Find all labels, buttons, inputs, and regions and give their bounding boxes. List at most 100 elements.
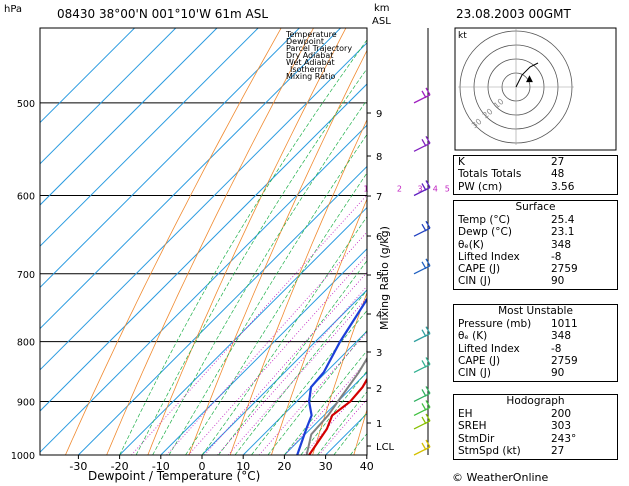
mixing-ratio-axis-label: Mixing Ratio (g/kg) [377,226,391,330]
isotherm-line [78,165,367,455]
legend-wet-adiabat: Wet Adiabat [286,58,335,67]
hodo-row: SREH 303 [454,420,617,432]
x-tick-label: 30 [319,460,333,473]
wet-adiabat-line [218,260,367,455]
mixing-ratio-label: 5 [445,185,450,194]
wind-barb [413,258,431,275]
surface-label: Lifted Index [458,250,520,263]
hodo-label: StmSpd (kt) [458,444,521,457]
wet-adiabat-line [135,68,367,455]
hodo-label: SREH [458,420,487,433]
mu-row: Lifted Index -8 [454,343,617,355]
hodo-label: StmDir [458,432,495,445]
hodograph-kt-label: kt [458,31,467,41]
surface-label: θₑ(K) [458,238,484,251]
storm-motion-marker: ▲ [526,74,533,84]
x-tick-label: 40 [360,460,374,473]
isotherm-line [160,248,367,455]
asl-unit-label: ASL [372,16,391,27]
surface-title: Surface [515,201,556,213]
mixing-ratio-label: 1 [364,185,369,194]
dry-adiabat-line [147,28,347,455]
mu-row: θₑ (K) 348 [454,330,617,342]
mu-label: θₑ (K) [458,330,488,343]
dry-adiabat-line [229,118,367,455]
isotherm-line [40,28,136,124]
legend-parcel: Parcel Trajectory [286,44,353,53]
x-tick-label: 0 [199,460,206,473]
series-dewpoint [296,297,367,455]
mu-value: 2759 [551,354,578,367]
pressure-tick-label: 500 [17,99,35,110]
isotherm-line [40,28,342,330]
dry-adiabat-line [64,28,282,455]
surface-row: Lifted Index -8 [454,251,617,263]
dry-adiabat-line [188,49,367,455]
hodo-row: StmDir 243° [454,433,617,445]
station-info: 08430 38°00'N 001°10'W 61m ASL [57,7,269,21]
x-tick-label: -30 [69,460,87,473]
legend-temperature: Temperature [286,30,337,39]
index-value: 48 [551,168,565,181]
wind-barb [413,87,431,104]
mu-value: -8 [551,342,562,355]
hodo-row: EH 200 [454,408,617,420]
wind-barb [413,386,431,403]
km-tick-label: 1 [376,419,382,430]
km-tick-label: LCL [376,442,395,453]
hodo-value: 27 [551,444,565,457]
pressure-tick-label: 600 [17,192,35,203]
isotherm-line [201,289,367,455]
surface-value: 2759 [551,263,578,276]
wind-barb [413,220,431,237]
dry-adiabat-line [270,198,367,455]
surface-row: θₑ(K) 348 [454,239,617,251]
mu-value: 90 [551,367,565,380]
km-tick-label: 3 [376,348,382,359]
km-tick-label: 8 [376,152,382,163]
hodograph-table: Hodograph EH 200 SREH 303 StmDir 243° StmSp… [453,394,618,460]
pressure-tick-label: 700 [17,270,35,281]
km-tick-label: 5 [376,271,382,282]
km-tick-label: 4 [376,310,382,321]
wind-barb [413,180,431,197]
surface-table: Surface Temp (°C) 25.4 Dewp (°C) 23.1 θₑ(K… [453,200,618,290]
most-unstable-table: Most Unstable Pressure (mb) 1011 θₑ (K) 34… [453,304,618,382]
isotherm-line [40,83,367,412]
hodo-row: StmSpd (kt) 27 [454,445,617,457]
isotherm-line [40,124,367,453]
legend-isotherm: Isotherm [290,65,326,74]
wind-barb [413,326,431,343]
index-label: K [458,156,465,168]
dry-adiabat-line [106,28,315,455]
wind-barb [413,439,431,456]
wet-adiabat-line [267,329,367,455]
wet-adiabat-line [284,350,367,455]
x-axis-label: Dewpoint / Temperature (°C) [88,469,261,483]
most-unstable-title: Most Unstable [498,305,573,317]
hodo-value: 243° [551,432,577,445]
isotherm-line [40,28,259,247]
mixing-ratio-label: 3 [418,185,423,194]
hodo-value: 200 [551,408,572,420]
index-row-pw: PW (cm) 3.56 [454,181,617,193]
surface-value: 348 [551,238,572,251]
surface-row: Temp (°C) 25.4 [454,214,617,226]
wet-adiabat-line [251,310,367,455]
mixing-ratio-line [227,297,367,455]
mu-label: CIN (J) [458,367,491,380]
pressure-tick-label: 1000 [11,451,35,462]
wet-adiabat-line [185,172,367,455]
mu-value: 348 [551,330,572,343]
mu-value: 1011 [551,318,578,330]
wet-adiabat-line [168,133,367,455]
surface-value: 90 [551,275,565,288]
surface-label: Temp (°C) [458,214,511,226]
surface-value: -8 [551,250,562,263]
index-label: PW (cm) [458,180,503,193]
isotherm-line [40,42,367,371]
isotherm-line [40,28,301,289]
hodograph-trace [515,62,539,88]
